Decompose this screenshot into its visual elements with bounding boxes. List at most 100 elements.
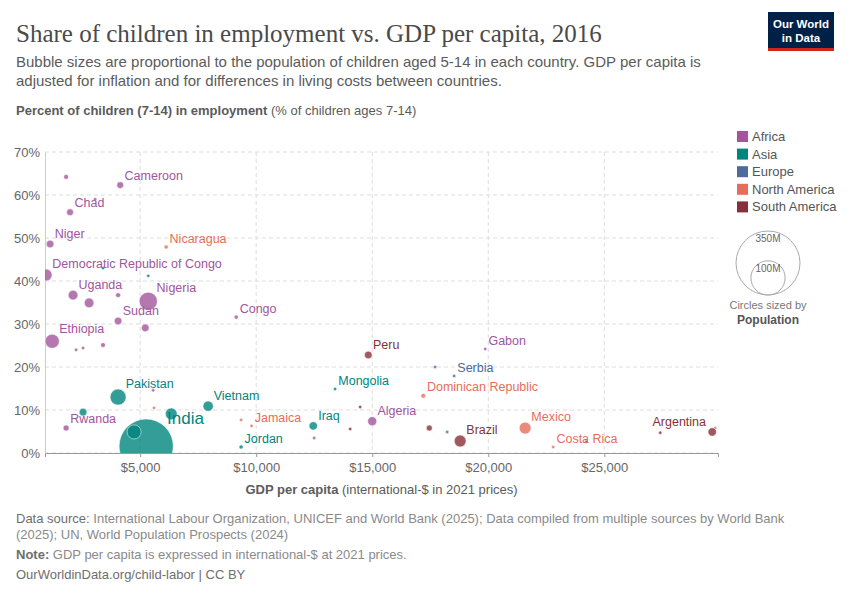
bubble [250, 424, 253, 427]
subtitle: Bubble sizes are proportional to the pop… [16, 53, 701, 89]
bubble [312, 436, 315, 439]
x-tick-label: $10,000 [233, 460, 280, 475]
bubble [445, 430, 448, 433]
bubble [552, 445, 555, 448]
y-tick: 60% [14, 188, 45, 203]
x-axis-title: GDP per capita (international-$ in 2021 … [245, 482, 517, 497]
y-tick-label: 0% [21, 446, 40, 461]
x-tick-label: $5,000 [121, 460, 161, 475]
size-legend-circle [736, 231, 800, 295]
bubble [309, 422, 317, 430]
bubble [368, 417, 377, 426]
legend: AfricaAsiaEuropeNorth AmericaSouth Ameri… [729, 129, 837, 327]
legend-label: Asia [752, 147, 778, 162]
bubble [239, 445, 243, 449]
bubble-label: Sudan [123, 304, 159, 318]
logo-text: Our World [773, 18, 829, 30]
y-tick: 10% [14, 403, 45, 418]
y-tick: 70% [14, 145, 45, 160]
subtitle-part: Bubble sizes are proportional to the pop… [16, 53, 701, 70]
x-tick-label: $15,000 [349, 460, 396, 475]
note-part: GDP per capita is expressed in internati… [49, 547, 406, 562]
y-tick: 0% [21, 446, 45, 461]
y-tick-label: 70% [14, 145, 40, 160]
x-tick-mark [604, 453, 605, 457]
bubble-label: Iraq [318, 409, 340, 423]
legend-swatch [737, 166, 748, 177]
x-tick: $15,000 [349, 453, 396, 475]
bubble-label: Argentina [652, 415, 706, 429]
x-tick: $25,000 [581, 453, 628, 475]
bubble [484, 347, 487, 350]
bubble [81, 346, 84, 349]
bubble-label: Peru [373, 338, 399, 352]
source-part: International Labour Organization, UNICE… [90, 511, 785, 526]
bubble [152, 406, 155, 409]
x-axis-title-main: GDP per capita [245, 482, 339, 497]
y-axis-title: Percent of children (7-14) in employment… [16, 103, 416, 118]
y-tick-label: 30% [14, 317, 40, 332]
bubble-label: Vietnam [214, 389, 260, 403]
y-axis-title-main: Percent of children (7-14) in employment [16, 103, 268, 118]
x-tick-label: $20,000 [465, 460, 512, 475]
x-axis: $5,000 $10,000 $15,000 $20,000 $25,000 [46, 453, 719, 475]
bubble [84, 298, 94, 308]
bubble-label: Nigeria [157, 281, 197, 295]
bubble [114, 317, 122, 325]
size-legend-label: 100M [755, 263, 780, 274]
bubble [454, 435, 466, 447]
bubble-label: Mongolia [338, 374, 389, 388]
bubble-label: Jordan [245, 432, 283, 446]
logo-box [768, 12, 834, 50]
legend-label: North America [752, 182, 835, 197]
bubble [127, 425, 141, 439]
x-tick-mark [140, 453, 141, 457]
y-axis-title-note: (% of children ages 7-14) [267, 103, 416, 118]
size-legend-label: 350M [755, 233, 780, 244]
bubble [433, 365, 436, 368]
bubble-label: Cameroon [125, 169, 183, 183]
bubble [358, 405, 361, 408]
bubble-label: Uganda [78, 278, 122, 292]
x-tick: $5,000 [121, 453, 161, 475]
y-tick-label: 60% [14, 188, 40, 203]
bubble-label: Pakistan [126, 377, 174, 391]
url: OurWorldinData.org/child-labor | CC BY [16, 567, 246, 582]
y-axis: 0% 10% 20% 30% 40% 50% 60% 70% [14, 145, 46, 461]
source: Data source: International Labour Organi… [16, 511, 785, 542]
bubble [116, 293, 121, 298]
y-tick-label: 10% [14, 403, 40, 418]
bubble-label: Democratic Republic of Congo [52, 257, 222, 271]
bubble [147, 274, 150, 277]
bubble-label: Niger [55, 227, 85, 241]
bubble [64, 175, 69, 180]
title: Share of children in employment vs. GDP … [16, 20, 602, 47]
y-tick-label: 40% [14, 274, 40, 289]
logo: Our Worldin Data [768, 12, 834, 51]
y-tick-label: 50% [14, 231, 40, 246]
legend-label: Europe [752, 164, 794, 179]
x-tick-mark [256, 453, 257, 457]
bubble [46, 240, 54, 248]
x-grid-line [488, 152, 489, 453]
bubble [519, 422, 531, 434]
bubble-label: Brazil [466, 423, 497, 437]
x-grid-line [372, 152, 373, 453]
legend-swatch [737, 149, 748, 160]
source-part: (2025); UN, World Population Prospects (… [16, 527, 288, 542]
y-tick-label: 20% [14, 360, 40, 375]
bubble-label: Serbia [457, 361, 493, 375]
logo-underline [768, 48, 834, 51]
x-tick-mark [488, 453, 489, 457]
bubble [101, 343, 106, 348]
x-axis-title-note: (international-$ in 2021 prices) [338, 482, 517, 497]
y-tick: 50% [14, 231, 45, 246]
x-tick-mark [372, 453, 373, 457]
x-tick-label: $25,000 [581, 460, 628, 475]
y-tick: 20% [14, 360, 45, 375]
bubble-label: Jamaica [255, 411, 302, 425]
bubble [333, 387, 336, 390]
legend-label: Africa [752, 129, 786, 144]
bubble [239, 418, 242, 421]
bubble-label: Mexico [531, 410, 571, 424]
